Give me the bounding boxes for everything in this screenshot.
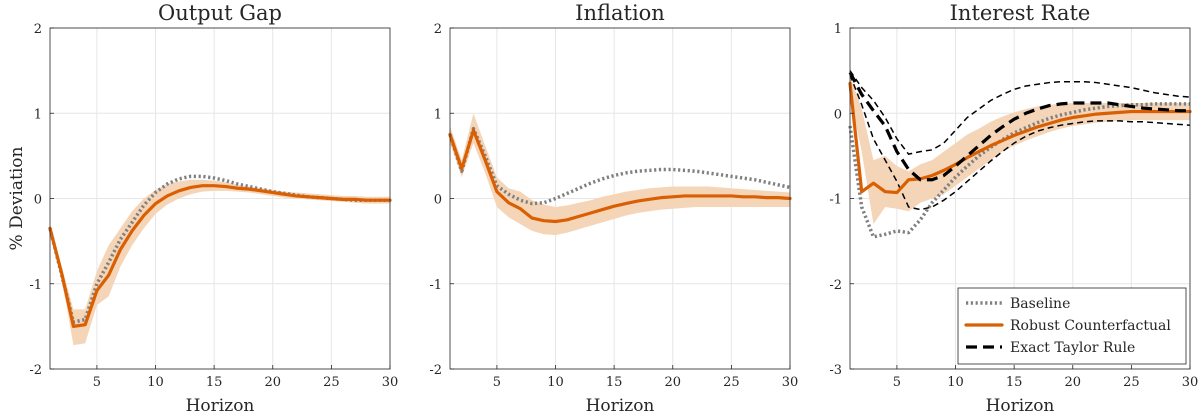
x-axis-label: Horizon — [986, 396, 1055, 416]
y-tick-label: 0 — [834, 107, 842, 122]
legend-label: Baseline — [1010, 296, 1070, 312]
x-tick-label: 30 — [782, 375, 799, 390]
y-tick-label: -2 — [429, 363, 442, 378]
x-tick-label: 30 — [382, 375, 399, 390]
confidence-band — [850, 75, 1190, 224]
y-tick-label: -3 — [829, 363, 842, 378]
x-tick-label: 20 — [264, 375, 281, 390]
x-tick-label: 15 — [1006, 375, 1023, 390]
legend-label: Robust Counterfactual — [1010, 318, 1171, 334]
y-tick-label: 0 — [34, 193, 42, 208]
legend: Baseline Robust Counterfactual Exact Taylo… — [958, 288, 1186, 364]
x-tick-label: 5 — [893, 375, 901, 390]
x-tick-label: 5 — [493, 375, 501, 390]
x-tick-label: 25 — [723, 375, 740, 390]
x-tick-label: 5 — [93, 375, 101, 390]
x-axis-label: Horizon — [586, 396, 655, 416]
x-tick-label: 10 — [947, 375, 964, 390]
y-axis-label: % Deviation — [7, 147, 27, 251]
panel-title: Interest Rate — [950, 1, 1091, 25]
y-tick-label: 1 — [34, 107, 42, 122]
legend-label: Exact Taylor Rule — [1010, 340, 1135, 356]
x-axis-label: Horizon — [186, 396, 255, 416]
x-tick-label: 20 — [1064, 375, 1081, 390]
panel-1: 5 10 15 20 25 30 -2 -1 0 1 2 Output Gap Horizon % Dev… — [7, 1, 398, 416]
x-tick-label: 10 — [147, 375, 164, 390]
confidence-band — [450, 113, 790, 235]
panel-title: Output Gap — [158, 1, 282, 25]
y-tick-label: 2 — [434, 22, 442, 37]
y-tick-label: -1 — [829, 193, 842, 208]
x-tick-label: 30 — [1182, 375, 1199, 390]
y-tick-label: 0 — [434, 193, 442, 208]
y-tick-label: -1 — [429, 278, 442, 293]
y-tick-label: -2 — [29, 363, 42, 378]
y-tick-label: -1 — [29, 278, 42, 293]
y-tick-label: 1 — [834, 22, 842, 37]
x-tick-label: 10 — [547, 375, 564, 390]
x-tick-label: 25 — [323, 375, 340, 390]
x-tick-label: 15 — [206, 375, 223, 390]
x-tick-label: 15 — [606, 375, 623, 390]
x-tick-label: 25 — [1123, 375, 1140, 390]
panel-title: Inflation — [575, 1, 665, 25]
series-robust-counterfactual — [50, 186, 390, 327]
panel-2: 5 10 15 20 25 30 -2 -1 0 1 2 Inflation Horizon — [429, 1, 798, 416]
y-tick-label: -2 — [829, 278, 842, 293]
x-tick-label: 20 — [664, 375, 681, 390]
y-tick-label: 1 — [434, 107, 442, 122]
confidence-band — [50, 180, 390, 345]
y-tick-label: 2 — [34, 22, 42, 37]
